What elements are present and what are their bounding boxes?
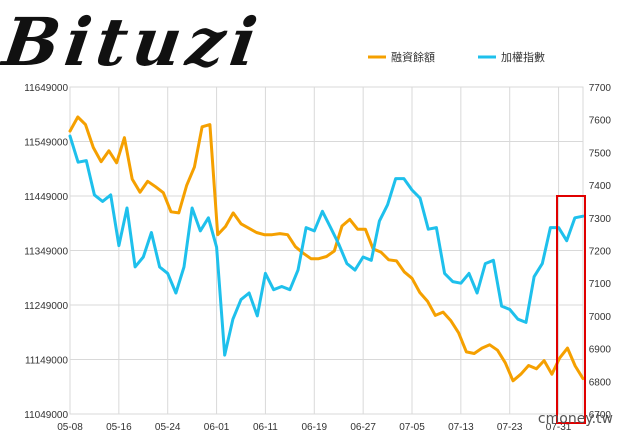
axis-labels: 11049000 11149000 11249000 11349000 11449000… xyxy=(24,83,611,433)
legend-label-index: 加權指數 xyxy=(501,50,545,64)
x-tick-label: 06-01 xyxy=(204,422,230,433)
left-tick-label: 11549000 xyxy=(24,138,68,149)
x-tick-label: 06-27 xyxy=(350,422,376,433)
right-tick-label: 6700 xyxy=(589,410,612,421)
right-tick-label: 6800 xyxy=(589,377,612,388)
left-tick-label: 11449000 xyxy=(24,192,68,203)
x-tick-label: 05-16 xyxy=(106,422,132,433)
right-tick-label: 6900 xyxy=(589,345,612,356)
right-tick-label: 7700 xyxy=(589,83,612,94)
series-lines xyxy=(68,115,585,383)
legend: 融資餘額 加權指數 xyxy=(368,50,545,64)
x-tick-label: 06-11 xyxy=(253,422,278,433)
left-tick-label: 11349000 xyxy=(24,247,68,258)
right-tick-label: 7000 xyxy=(589,312,612,323)
x-tick-label: 07-23 xyxy=(497,422,523,433)
right-tick-label: 7500 xyxy=(589,148,612,159)
right-tick-label: 7400 xyxy=(589,181,612,192)
index-line xyxy=(68,134,585,357)
watermark: cmoney.tw xyxy=(537,411,613,427)
left-tick-label: 11249000 xyxy=(24,301,68,312)
left-tick-label: 11649000 xyxy=(24,83,68,94)
right-tick-label: 7600 xyxy=(589,116,612,127)
right-tick-label: 7100 xyxy=(589,279,612,290)
x-tick-label: 07-13 xyxy=(448,422,474,433)
legend-label-margin: 融資餘額 xyxy=(391,50,435,64)
x-tick-label: 07-31 xyxy=(546,422,572,433)
left-tick-label: 11049000 xyxy=(24,410,68,421)
right-tick-label: 7300 xyxy=(589,214,612,225)
left-tick-label: 11149000 xyxy=(25,356,68,367)
margin-balance-line xyxy=(68,115,585,383)
x-tick-label: 05-08 xyxy=(57,422,83,433)
x-tick-label: 06-19 xyxy=(301,422,327,433)
x-tick-label: 05-24 xyxy=(155,422,181,433)
x-tick-label: 07-05 xyxy=(399,422,425,433)
right-tick-label: 7200 xyxy=(589,247,612,258)
highlight-box xyxy=(556,195,586,424)
